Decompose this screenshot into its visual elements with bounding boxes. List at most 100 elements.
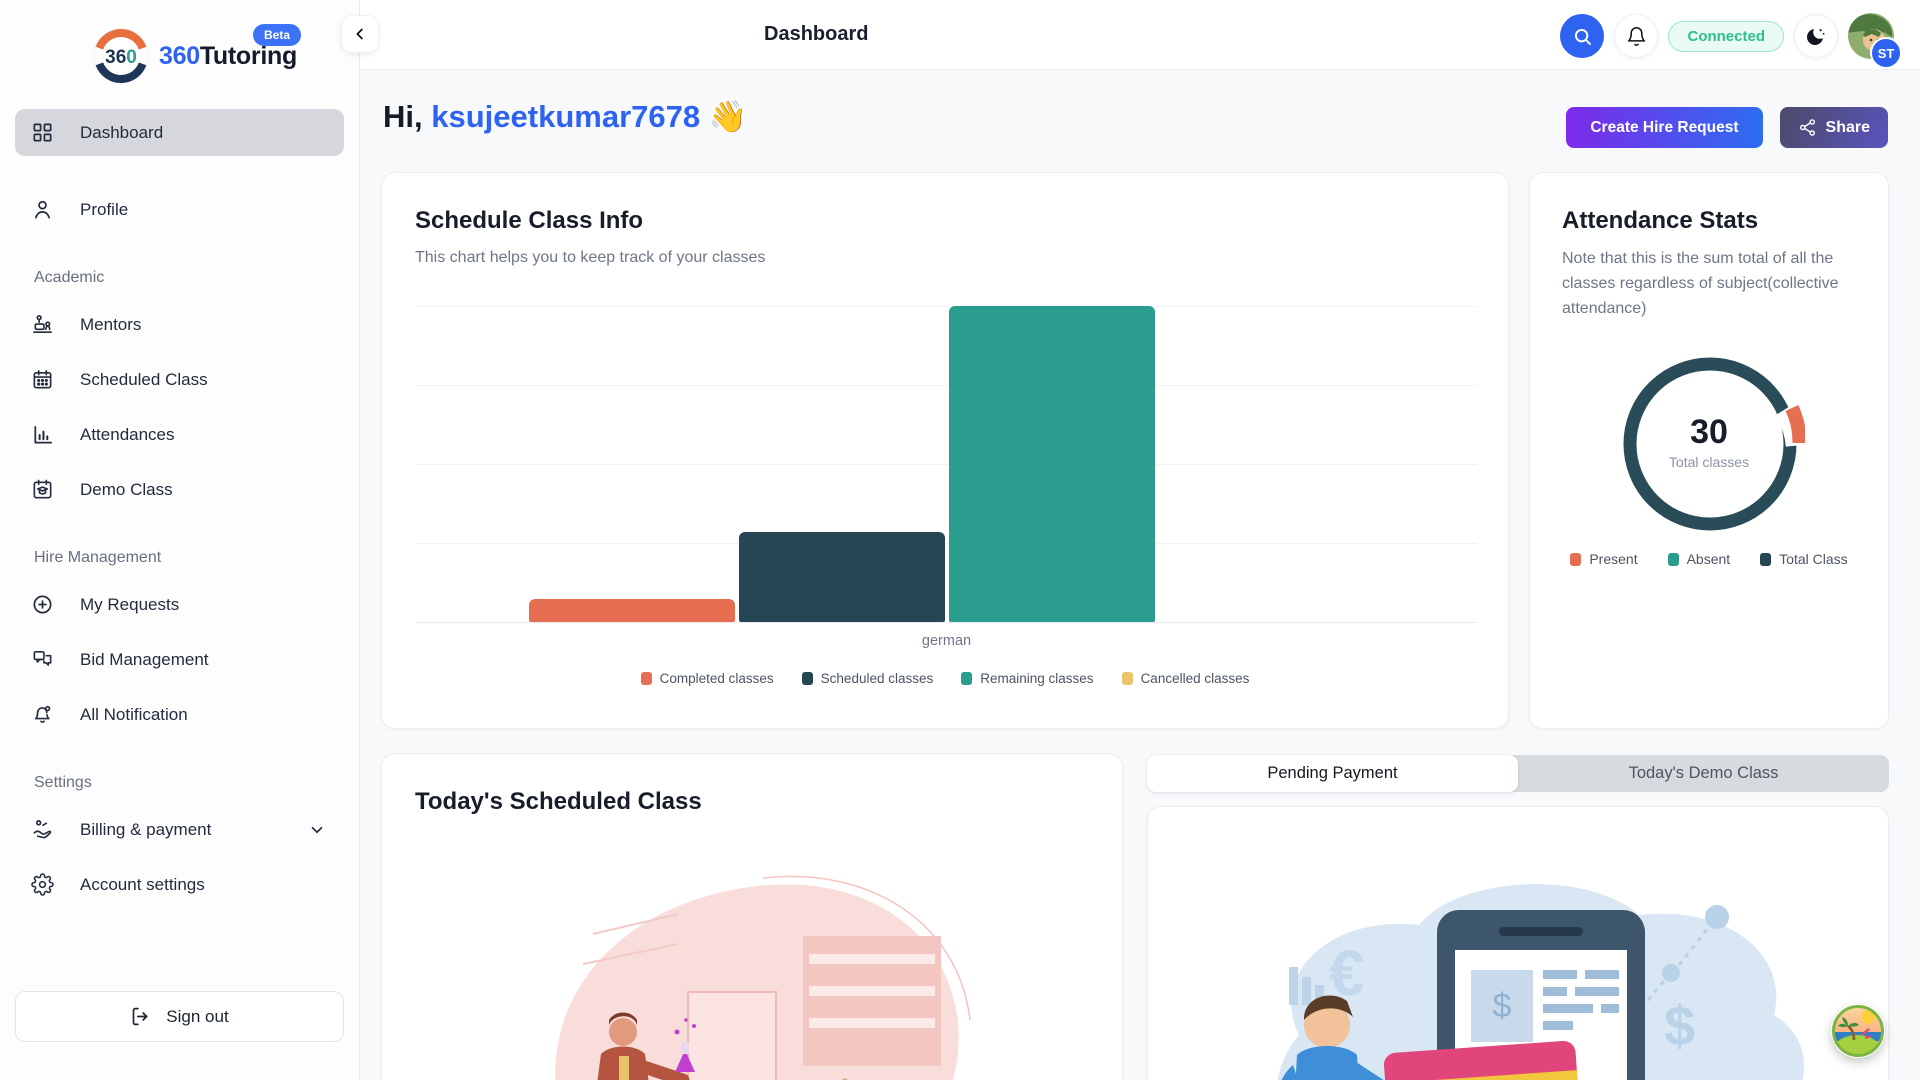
legend-label: Completed classes (659, 671, 774, 686)
sidebar-nav: Dashboard Profile Academic Mentors Sched… (0, 109, 359, 908)
bell-dot-icon (34, 705, 51, 723)
sidebar-item-bid-management[interactable]: Bid Management (15, 636, 344, 683)
calendar-icon (33, 370, 52, 389)
create-hire-request-button[interactable]: Create Hire Request (1566, 107, 1763, 148)
sidebar-item-label: Dashboard (80, 122, 164, 142)
pending-payment-card: € $ $ (1147, 806, 1889, 1080)
donut-legend-swatch (1570, 552, 1582, 566)
brand-name-blue: 360 (159, 41, 200, 70)
section-label-settings: Settings (34, 774, 92, 791)
sidebar-item-attendances[interactable]: Attendances (15, 411, 344, 458)
section-label-academic: Academic (34, 269, 105, 286)
sign-out-button[interactable]: Sign out (15, 991, 344, 1042)
sidebar-item-dashboard[interactable]: Dashboard (15, 109, 344, 156)
legend-swatch (1121, 672, 1133, 685)
collapse-sidebar-button[interactable] (341, 15, 379, 53)
legend-swatch (801, 672, 813, 685)
gridline (416, 543, 1477, 544)
search-button[interactable] (1560, 14, 1605, 58)
sidebar-item-label: Profile (80, 199, 129, 219)
chevron-down-icon (311, 826, 323, 833)
sidebar: 360 360Tutoring Beta Dashboard Profile A… (0, 0, 360, 1080)
connection-status-badge: Connected (1668, 20, 1784, 52)
calendar-cap-icon (33, 479, 52, 499)
greeting-prefix: Hi, (383, 99, 423, 134)
gridline-baseline (416, 622, 1477, 623)
sidebar-item-scheduled-class[interactable]: Scheduled Class (15, 356, 344, 403)
brand-name: 360Tutoring (159, 42, 297, 71)
sidebar-item-mentors[interactable]: Mentors (15, 301, 344, 348)
sidebar-item-my-requests[interactable]: My Requests (15, 581, 344, 628)
sidebar-item-label: My Requests (80, 594, 180, 614)
main-content: Hi, ksujeetkumar7678 👋 Create Hire Reque… (360, 70, 1920, 1080)
legend-item[interactable]: Remaining classes (961, 671, 1094, 686)
payment-demo-tabs: Pending Payment Today's Demo Class (1147, 755, 1889, 792)
attendance-card-note: Note that this is the sum total of all t… (1562, 250, 1839, 317)
share-button[interactable]: Share (1779, 107, 1888, 148)
tab-todays-demo-class[interactable]: Today's Demo Class (1628, 764, 1779, 782)
island-icon (1832, 1005, 1884, 1057)
donut-legend-item[interactable]: Absent (1667, 551, 1730, 567)
hand-coin-icon (33, 820, 52, 839)
attendance-stats-card: Attendance Stats Note that this is the s… (1529, 172, 1889, 729)
svg-text:360: 360 (105, 47, 137, 68)
share-label: Share (1825, 118, 1870, 136)
legend-item[interactable]: Completed classes (640, 671, 774, 686)
legend-item[interactable]: Cancelled classes (1121, 671, 1250, 686)
schedule-class-info-card: Schedule Class Info This chart helps you… (381, 172, 1509, 729)
sidebar-item-account-settings[interactable]: Account settings (15, 861, 344, 908)
donut-legend-item[interactable]: Total Class (1760, 551, 1848, 567)
donut-rings (1623, 357, 1807, 531)
plus-circle-icon (33, 595, 52, 614)
gridline (416, 306, 1477, 307)
dashboard-grid-icon (33, 123, 52, 142)
payment-illustration: € $ $ (1277, 884, 1805, 1080)
vacation-mode-button[interactable] (1831, 1004, 1885, 1058)
wave-emoji: 👋 (708, 99, 748, 134)
bar-chart-plot (416, 306, 1477, 623)
legend-swatch (961, 672, 973, 685)
sidebar-item-label: Scheduled Class (80, 369, 208, 389)
sidebar-item-label: Mentors (80, 314, 142, 334)
donut-legend-swatch (1667, 552, 1679, 566)
sidebar-item-demo-class[interactable]: Demo Class (15, 466, 344, 513)
sidebar-item-all-notification[interactable]: All Notification (15, 691, 344, 738)
topbar-actions: Connected ST (1560, 13, 1902, 69)
svg-text:$: $ (1493, 987, 1512, 1025)
attendance-donut-chart (1615, 349, 1807, 539)
bar-chart-legend: Completed classes Scheduled classes Remain… (382, 671, 1508, 686)
total-classes-value: 30 (1690, 413, 1728, 451)
greeting: Hi, ksujeetkumar7678 👋 (383, 98, 747, 135)
tab-pending-payment[interactable]: Pending Payment (1147, 755, 1518, 792)
donut-center-text: 30 Total classes (1530, 413, 1888, 470)
sign-out-label: Sign out (166, 1006, 229, 1026)
top-header: Dashboard Connected (360, 0, 1920, 70)
beta-badge: Beta (252, 24, 301, 46)
bell-icon (1627, 26, 1646, 46)
schedule-card-subtitle: This chart helps you to keep track of yo… (415, 249, 766, 266)
donut-legend: Present Absent Total Class (1550, 551, 1868, 567)
moon-icon (1807, 25, 1827, 45)
logo-360-icon: 360 (93, 28, 149, 84)
donut-legend-label: Total Class (1779, 551, 1848, 567)
section-label-hire-management: Hire Management (34, 549, 162, 566)
dark-mode-toggle[interactable] (1794, 14, 1838, 58)
gridline (416, 464, 1477, 465)
bar-chart-x-label: german (921, 633, 972, 649)
sidebar-item-profile[interactable]: Profile (15, 186, 344, 233)
legend-item[interactable]: Scheduled classes (801, 671, 933, 686)
schedule-card-title: Schedule Class Info (415, 207, 644, 234)
donut-legend-swatch (1760, 552, 1772, 566)
sidebar-item-label: Demo Class (80, 479, 173, 499)
gear-icon (31, 873, 54, 896)
sidebar-item-billing-payment[interactable]: Billing & payment (15, 806, 344, 853)
brand: 360 360Tutoring Beta (0, 0, 359, 85)
donut-legend-item[interactable]: Present (1570, 551, 1638, 567)
legend-swatch (640, 672, 652, 685)
notifications-button[interactable] (1614, 14, 1659, 58)
legend-label: Cancelled classes (1140, 671, 1250, 686)
bar-remaining-classes (948, 306, 1155, 622)
sidebar-item-label: Attendances (80, 424, 175, 444)
donut-legend-label: Present (1589, 551, 1638, 567)
user-avatar[interactable]: ST (1848, 13, 1902, 69)
